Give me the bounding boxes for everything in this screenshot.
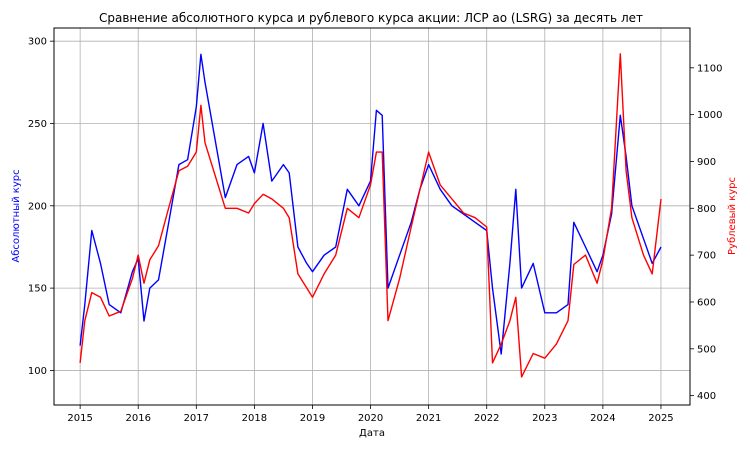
y-right-tick-label: 500	[697, 344, 716, 355]
x-tick-label: 2023	[532, 413, 557, 424]
y-axis-right: 400 500 600 700 800 900 1000 1100	[690, 63, 722, 402]
x-tick-label: 2025	[648, 413, 673, 424]
y-right-tick-label: 800	[697, 204, 716, 215]
x-tick-label: 2022	[474, 413, 499, 424]
x-tick-label: 2015	[67, 413, 92, 424]
y-right-tick-label: 600	[697, 297, 716, 308]
y-left-tick-label: 200	[28, 201, 47, 212]
x-axis-label: Дата	[359, 428, 385, 439]
x-tick-label: 2018	[242, 413, 267, 424]
y-left-tick-label: 300	[28, 37, 47, 48]
series-line-ruble	[79, 53, 662, 378]
y-left-tick-label: 100	[28, 366, 47, 377]
x-tick-label: 2024	[590, 413, 615, 424]
y-right-tick-label: 1100	[697, 63, 722, 74]
y-right-tick-label: 400	[697, 391, 716, 402]
y-left-tick-label: 250	[28, 119, 47, 130]
y-axis-left-label: Абсолютный курс	[11, 169, 22, 262]
x-tick-label: 2020	[358, 413, 383, 424]
y-right-tick-label: 900	[697, 157, 716, 168]
y-axis-right-label: Рублевый курс	[727, 177, 738, 255]
chart-title: Сравнение абсолютного курса и рублевого …	[99, 11, 643, 25]
plot-frame	[53, 27, 691, 406]
x-tick-label: 2017	[184, 413, 209, 424]
x-axis: 2015 2016 2017 2018 2019 2020 2021 2022 2023 2024…	[67, 405, 674, 424]
series-layer	[79, 53, 662, 378]
y-right-tick-label: 1000	[697, 110, 722, 121]
x-tick-label: 2019	[300, 413, 325, 424]
y-axis-left: 100 150 200 250 300	[28, 37, 54, 377]
y-right-tick-label: 700	[697, 251, 716, 262]
y-left-tick-label: 150	[28, 284, 47, 295]
grid	[54, 28, 690, 405]
series-line-absolute	[79, 53, 662, 355]
x-tick-label: 2021	[416, 413, 441, 424]
x-tick-label: 2016	[125, 413, 150, 424]
